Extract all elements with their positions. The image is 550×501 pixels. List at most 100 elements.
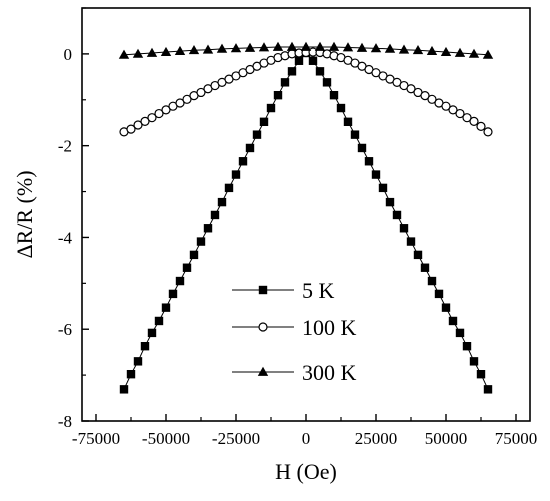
x-tick-label: -25000 <box>212 429 260 448</box>
data-point <box>161 303 171 312</box>
data-point <box>196 87 206 98</box>
data-point <box>455 328 465 338</box>
x-tick-label: -50000 <box>142 429 190 448</box>
data-point <box>413 250 423 260</box>
data-point <box>154 316 164 326</box>
data-point <box>378 183 388 193</box>
y-tick-label: -2 <box>58 137 72 156</box>
data-point <box>392 210 402 220</box>
data-point <box>210 210 220 220</box>
series-line <box>123 51 489 133</box>
data-point <box>146 47 158 57</box>
data-point <box>385 197 395 207</box>
data-point <box>160 46 172 56</box>
y-tick-label: -4 <box>58 228 73 247</box>
data-point <box>440 46 452 56</box>
legend-entry: 100 K <box>232 315 357 340</box>
data-point <box>259 117 269 127</box>
data-point <box>420 263 430 272</box>
data-point <box>182 263 192 272</box>
data-point <box>196 237 206 246</box>
data-point <box>343 117 353 127</box>
data-point <box>308 56 318 65</box>
data-point <box>426 45 438 56</box>
y-tick-label: -6 <box>58 320 72 339</box>
data-point <box>266 103 276 113</box>
legend-label: 100 K <box>302 315 357 340</box>
data-point <box>231 170 241 179</box>
data-point <box>328 41 340 51</box>
data-point <box>469 116 479 126</box>
y-axis-title: ΔR/R (%) <box>12 170 37 258</box>
data-point <box>314 41 326 51</box>
y-tick-label: 0 <box>64 45 73 64</box>
data-point <box>427 94 437 104</box>
data-point <box>300 41 312 51</box>
data-point <box>188 45 200 55</box>
data-point <box>483 385 493 394</box>
data-point <box>216 43 228 53</box>
data-point <box>175 276 185 286</box>
data-point <box>133 120 143 130</box>
data-point <box>454 47 466 57</box>
data-point <box>126 124 136 134</box>
data-point <box>483 127 493 137</box>
data-point <box>132 48 144 58</box>
legend-marker <box>258 285 268 295</box>
data-point <box>202 44 214 54</box>
data-point <box>203 224 213 233</box>
data-point <box>258 42 270 52</box>
plot-frame <box>81 7 531 422</box>
y-axis-ticks: 0 -2 -4 -6 -8 <box>58 7 89 431</box>
legend-label: 300 K <box>302 360 357 385</box>
legend-label: 5 K <box>302 278 335 303</box>
series-2 <box>118 41 494 59</box>
data-point <box>322 78 332 87</box>
data-point <box>273 90 283 100</box>
data-point <box>140 342 150 351</box>
data-point <box>315 67 325 76</box>
legend-marker <box>257 366 269 376</box>
x-axis-title: H (Oe) <box>275 459 337 484</box>
data-point <box>412 45 424 55</box>
data-point <box>126 369 136 379</box>
data-point <box>357 143 367 153</box>
data-point <box>371 170 381 179</box>
data-point <box>182 94 192 104</box>
x-tick-label: -75000 <box>72 429 120 448</box>
data-point <box>476 369 486 379</box>
data-point <box>356 42 368 52</box>
data-point <box>119 385 129 394</box>
data-point <box>427 276 437 286</box>
x-tick-label: 75000 <box>495 429 538 448</box>
y-tick-label: -8 <box>58 412 72 431</box>
data-point <box>217 197 227 207</box>
data-point <box>161 105 171 115</box>
data-point <box>469 357 479 366</box>
data-point <box>174 45 186 56</box>
data-point <box>441 101 451 111</box>
data-point <box>462 113 472 123</box>
data-point <box>175 98 185 108</box>
data-point <box>384 43 396 53</box>
data-point <box>448 316 458 326</box>
data-point <box>272 41 284 51</box>
data-point <box>154 108 164 119</box>
x-tick-label: 0 <box>302 429 311 448</box>
data-point <box>476 121 486 131</box>
data-point <box>448 105 458 115</box>
legend-marker <box>258 322 268 332</box>
x-tick-label: 50000 <box>425 429 468 448</box>
data-series <box>118 41 494 394</box>
data-point <box>140 116 150 126</box>
data-point <box>224 183 234 193</box>
data-point <box>189 250 199 260</box>
data-point <box>398 44 410 54</box>
data-point <box>370 43 382 53</box>
data-point <box>420 91 430 101</box>
series-0 <box>119 48 493 394</box>
legend: 5 K 100 K 300 K <box>232 278 357 385</box>
data-point <box>350 130 360 139</box>
data-point <box>230 43 242 53</box>
